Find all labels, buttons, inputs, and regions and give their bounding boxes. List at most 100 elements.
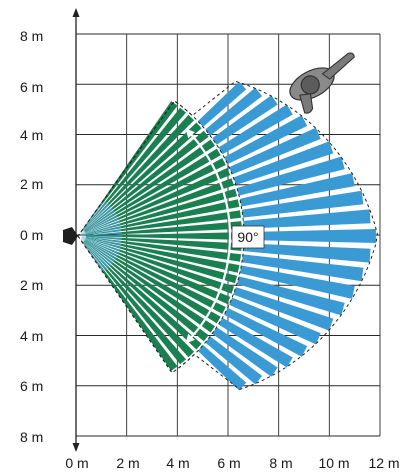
- detection-ray: [85, 210, 242, 236]
- detection-ray: [244, 229, 376, 243]
- detection-ray: [85, 239, 226, 314]
- detection-ray: [218, 104, 293, 155]
- x-label: 4 m: [166, 455, 189, 471]
- x-label: 0 m: [65, 455, 88, 471]
- detection-ray: [84, 239, 221, 324]
- detection-ray: [83, 241, 195, 358]
- detection-ray: [84, 148, 221, 233]
- detection-ray: [83, 242, 186, 365]
- detection-ray: [81, 212, 117, 234]
- detection-ray: [224, 115, 308, 165]
- detection-ray: [84, 139, 215, 232]
- detection-ray: [243, 243, 371, 263]
- detection-ray: [85, 237, 240, 273]
- detection-ray: [81, 210, 115, 234]
- detection-ray: [85, 238, 234, 294]
- detection-ray: [81, 237, 120, 252]
- detection-rays: [80, 81, 376, 391]
- y-label: 2 m: [20, 176, 43, 192]
- detection-ray: [81, 226, 122, 236]
- detection-ray: [80, 238, 111, 267]
- detection-ray: [81, 220, 120, 235]
- y-label: 6 m: [20, 378, 43, 394]
- detection-ray: [81, 238, 113, 264]
- angle-arc-icon: 90°: [185, 128, 265, 344]
- detection-ray: [81, 208, 113, 234]
- detection-ray: [81, 218, 119, 235]
- far-zone-outline: [77, 80, 378, 390]
- detection-ray: [236, 276, 345, 316]
- x-axis-labels: 0 m 2 m 4 m 6 m 8 m 10 m 12 m: [65, 455, 399, 471]
- detection-ray: [82, 235, 122, 237]
- detection-ray: [81, 236, 122, 246]
- detection-ray: [85, 237, 238, 284]
- detection-ray: [81, 223, 121, 235]
- detection-ray: [82, 236, 122, 243]
- detection-ray: [197, 345, 247, 391]
- detection-ray: [205, 336, 263, 385]
- angle-label: 90°: [237, 229, 258, 245]
- detection-ray: [229, 127, 321, 175]
- detection-ray: [82, 232, 122, 236]
- detection-ray: [224, 307, 308, 357]
- detection-ray: [85, 158, 226, 233]
- detection-ray: [197, 81, 247, 127]
- detection-ray: [80, 201, 107, 233]
- y-label: 4 m: [20, 127, 43, 143]
- detection-ray: [81, 237, 119, 254]
- detection-ray: [83, 114, 195, 231]
- detection-ray: [82, 242, 178, 371]
- detection-ray: [83, 241, 202, 350]
- detection-ray: [80, 203, 109, 234]
- x-label: 6 m: [217, 455, 240, 471]
- detection-ray: [85, 199, 240, 235]
- x-label: 8 m: [269, 455, 292, 471]
- detection-ray: [85, 188, 238, 235]
- y-label: 2 m: [20, 277, 43, 293]
- x-label: 12 m: [368, 455, 399, 471]
- detection-ray: [229, 297, 321, 345]
- detection-ray: [82, 229, 122, 236]
- y-label: 8 m: [20, 28, 43, 44]
- detection-ray: [218, 317, 293, 368]
- detection-ray: [205, 87, 263, 136]
- detection-ray: [81, 238, 117, 260]
- y-label: 6 m: [20, 79, 43, 95]
- detection-ray: [239, 173, 355, 207]
- detection-ray: [85, 168, 231, 233]
- y-label: 8 m: [20, 429, 43, 445]
- detection-ray: [86, 232, 242, 240]
- detection-ray: [233, 141, 334, 185]
- detection-ray: [81, 215, 118, 235]
- x-label: 2 m: [116, 455, 139, 471]
- detection-ray: [81, 237, 118, 257]
- detection-ray: [85, 178, 234, 234]
- detection-ray: [85, 236, 242, 262]
- detection-ray: [80, 239, 107, 271]
- detection-ray: [241, 190, 364, 218]
- detection-ray: [236, 156, 345, 196]
- detection-ray: [212, 327, 278, 377]
- detection-ray: [82, 101, 178, 230]
- detection-ray: [212, 95, 278, 145]
- angle-label-box: [231, 225, 265, 249]
- detection-ray: [86, 236, 242, 251]
- detection-ray: [239, 265, 355, 299]
- detection-ray: [80, 205, 111, 234]
- detection-ray: [80, 238, 109, 269]
- detection-ray: [86, 221, 242, 236]
- y-label: 0 m: [20, 227, 43, 243]
- detection-ray: [84, 240, 215, 333]
- detection-ray: [81, 238, 115, 262]
- x-label: 10 m: [318, 455, 349, 471]
- person-icon: [289, 52, 355, 114]
- detection-ray: [82, 236, 122, 240]
- detection-ray: [241, 254, 364, 282]
- detection-ray: [85, 239, 231, 304]
- y-axis: [72, 8, 80, 452]
- y-label: 4 m: [20, 328, 43, 344]
- detection-ray: [81, 237, 121, 249]
- detection-ray: [84, 240, 209, 342]
- detection-ray: [83, 107, 186, 230]
